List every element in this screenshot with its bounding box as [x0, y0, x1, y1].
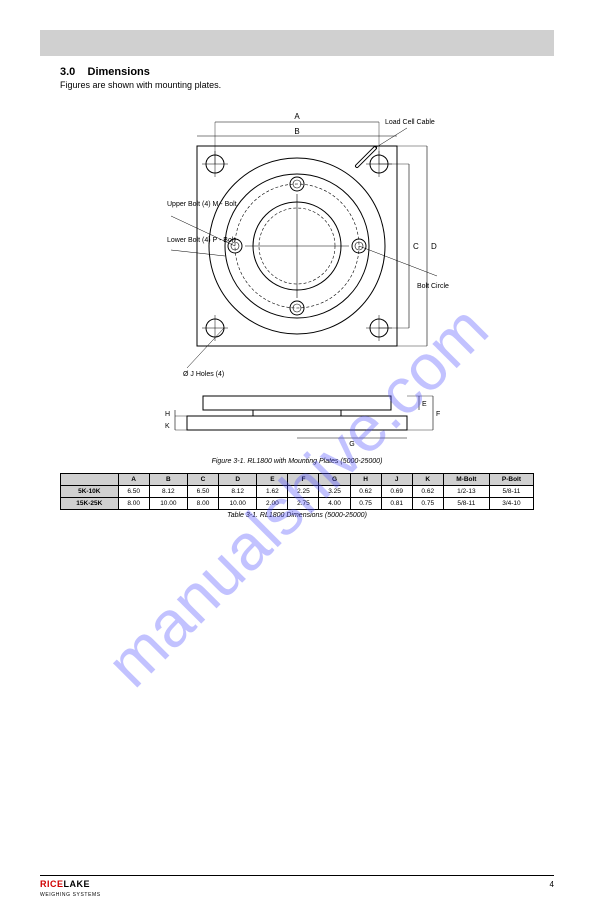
- title-bar: [40, 30, 554, 56]
- svg-text:Upper Bolt (4) M - Bolt: Upper Bolt (4) M - Bolt: [167, 201, 237, 208]
- table-cell: 0.62: [412, 486, 443, 498]
- table-cell: 8.00: [118, 498, 149, 510]
- figure-caption: Figure 3-1. RL1800 with Mounting Plates …: [40, 458, 554, 465]
- table-col-G: G: [319, 474, 350, 486]
- table-cell: 5/8-11: [489, 486, 533, 498]
- svg-text:D: D: [431, 242, 437, 251]
- table-cell: 3.25: [319, 486, 350, 498]
- brand-a: RICE: [40, 879, 64, 889]
- page-footer: RICELAKE WEIGHING SYSTEMS 4: [40, 875, 554, 898]
- table-caption: Table 3-1. RL1800 Dimensions (5000-25000…: [60, 512, 534, 519]
- table-cell: 8.00: [187, 498, 218, 510]
- table-col-K: K: [412, 474, 443, 486]
- dimensions-table: ABCDEFGHJKM-BoltP-Bolt 5K-10K6.508.126.5…: [60, 473, 534, 510]
- table-col-A: A: [118, 474, 149, 486]
- svg-text:G: G: [349, 441, 354, 448]
- table-row: 5K-10K6.508.126.508.121.622.253.250.620.…: [61, 486, 534, 498]
- svg-text:Ø J Holes (4): Ø J Holes (4): [183, 371, 224, 378]
- section-title: 3.0 Dimensions: [60, 66, 554, 78]
- table-col-H: H: [350, 474, 381, 486]
- brand-sub: WEIGHING SYSTEMS: [40, 892, 101, 898]
- table-col-P-Bolt: P-Bolt: [489, 474, 533, 486]
- svg-text:Load Cell Cable: Load Cell Cable: [385, 119, 435, 126]
- table-corner: [61, 474, 119, 486]
- row-label: 15K-25K: [61, 498, 119, 510]
- svg-text:F: F: [436, 411, 440, 418]
- svg-text:Lower Bolt (4) P - Bolt: Lower Bolt (4) P - Bolt: [167, 237, 235, 244]
- section-number: 3.0: [60, 66, 75, 78]
- svg-text:Bolt Circle: Bolt Circle: [417, 283, 449, 290]
- svg-text:K: K: [165, 423, 170, 430]
- table-cell: 0.81: [381, 498, 412, 510]
- table-col-M-Bolt: M-Bolt: [443, 474, 489, 486]
- table-col-J: J: [381, 474, 412, 486]
- table-cell: 10.00: [149, 498, 187, 510]
- table-cell: 0.75: [350, 498, 381, 510]
- svg-text:C: C: [413, 242, 419, 251]
- svg-text:B: B: [294, 127, 299, 136]
- table-cell: 0.62: [350, 486, 381, 498]
- svg-text:H: H: [165, 411, 170, 418]
- row-label: 5K-10K: [61, 486, 119, 498]
- table-col-C: C: [187, 474, 218, 486]
- table-col-E: E: [257, 474, 288, 486]
- page-number: 4: [550, 880, 554, 889]
- section-sub: Figures are shown with mounting plates.: [60, 80, 554, 90]
- table-cell: 8.12: [149, 486, 187, 498]
- table-cell: 4.00: [319, 498, 350, 510]
- dimensions-table-wrap: ABCDEFGHJKM-BoltP-Bolt 5K-10K6.508.126.5…: [60, 473, 534, 519]
- table-cell: 8.12: [219, 486, 257, 498]
- table-cell: 6.50: [187, 486, 218, 498]
- table-row: 15K-25K8.0010.008.0010.002.002.754.000.7…: [61, 498, 534, 510]
- table-header-row: ABCDEFGHJKM-BoltP-Bolt: [61, 474, 534, 486]
- table-cell: 0.75: [412, 498, 443, 510]
- table-body: 5K-10K6.508.126.508.121.622.253.250.620.…: [61, 486, 534, 510]
- svg-text:A: A: [294, 112, 300, 121]
- page: 3.0 Dimensions Figures are shown with mo…: [0, 0, 594, 918]
- technical-drawing: AB C D Ø J Holes (4) Load Cell Cable Upper Bo…: [117, 96, 477, 456]
- table-cell: 6.50: [118, 486, 149, 498]
- table-cell: 5/8-11: [443, 498, 489, 510]
- table-cell: 2.00: [257, 498, 288, 510]
- table-col-F: F: [288, 474, 319, 486]
- table-cell: 10.00: [219, 498, 257, 510]
- table-cell: 1.62: [257, 486, 288, 498]
- brand-b: LAKE: [64, 879, 91, 889]
- diagram-container: AB C D Ø J Holes (4) Load Cell Cable Upper Bo…: [40, 96, 554, 456]
- table-cell: 0.69: [381, 486, 412, 498]
- table-cell: 3/4-10: [489, 498, 533, 510]
- table-col-D: D: [219, 474, 257, 486]
- brand-logo: RICELAKE WEIGHING SYSTEMS: [40, 880, 101, 898]
- table-cell: 2.75: [288, 498, 319, 510]
- svg-text:E: E: [422, 401, 427, 408]
- table-col-B: B: [149, 474, 187, 486]
- table-cell: 1/2-13: [443, 486, 489, 498]
- section-heading: Dimensions: [88, 66, 150, 78]
- table-cell: 2.25: [288, 486, 319, 498]
